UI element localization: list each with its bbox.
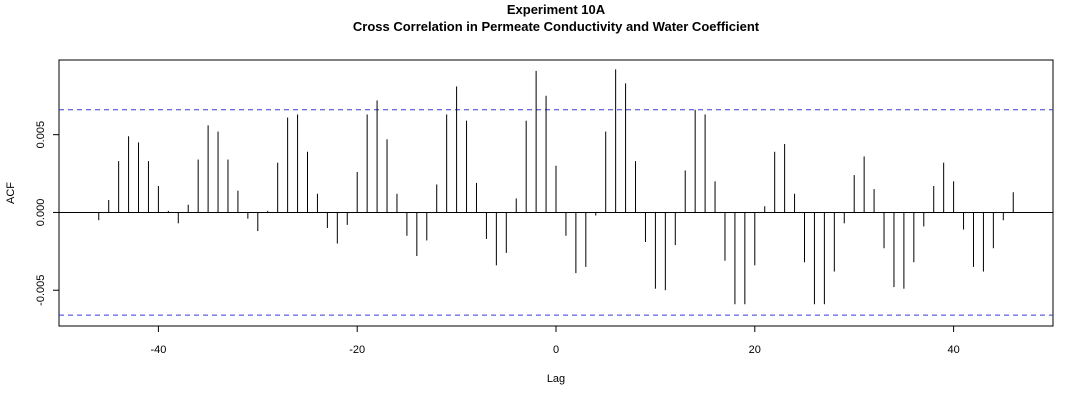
x-tick-label: 0 <box>553 344 559 356</box>
y-axis: -0.005 0.000 0.005 <box>35 121 59 306</box>
x-tick-label: 40 <box>947 344 959 356</box>
x-axis: -40 -20 0 20 40 <box>150 326 960 356</box>
acf-bars <box>98 69 1014 305</box>
x-axis-label: Lag <box>547 373 565 385</box>
y-tick-label: -0.005 <box>35 275 47 306</box>
y-tick-label: 0.000 <box>35 199 47 227</box>
y-axis-label: ACF <box>5 182 17 204</box>
chart-title: Experiment 10A <box>507 2 606 17</box>
x-tick-label: -20 <box>349 344 365 356</box>
chart-subtitle: Cross Correlation in Permeate Conductivi… <box>353 19 760 34</box>
confidence-lines <box>59 109 1053 316</box>
x-tick-label: -40 <box>150 344 166 356</box>
x-tick-label: 20 <box>749 344 761 356</box>
y-tick-label: 0.005 <box>35 121 47 149</box>
